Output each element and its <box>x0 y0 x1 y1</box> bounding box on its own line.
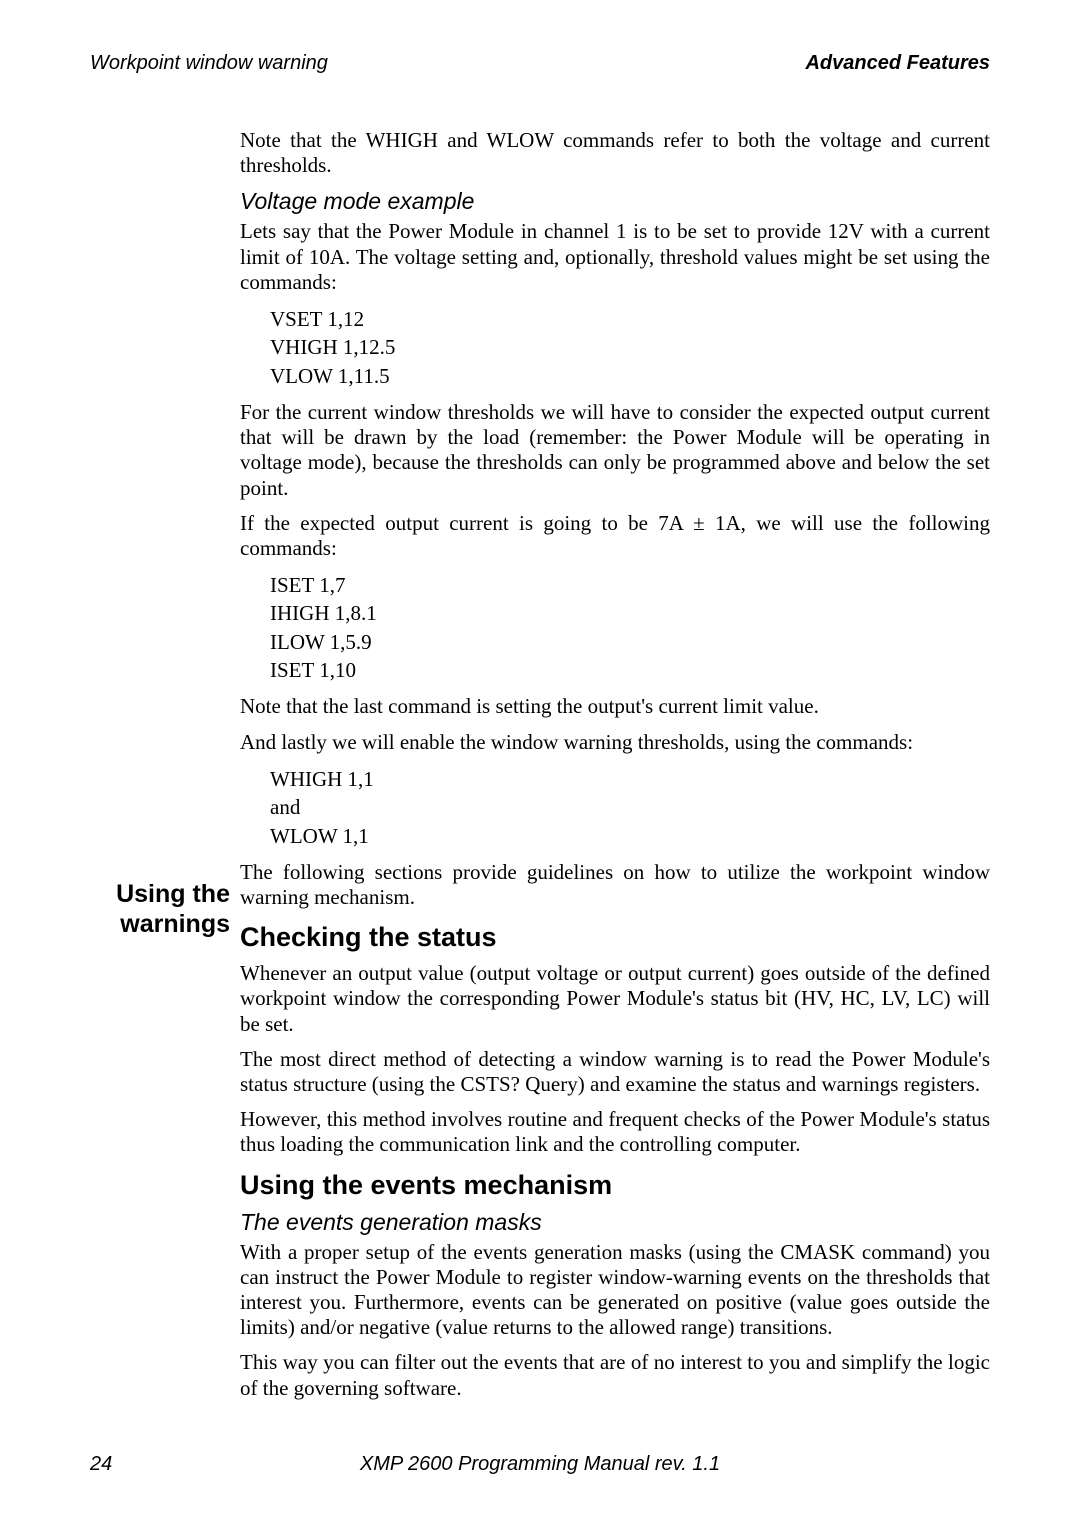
cmd-line: ISET 1,10 <box>270 656 990 684</box>
expected-current-para: If the expected output current is going … <box>240 511 990 561</box>
checking-status-p3: However, this method involves routine an… <box>240 1107 990 1157</box>
window-commands: WHIGH 1,1 and WLOW 1,1 <box>270 765 990 850</box>
cmd-line: ILOW 1,5.9 <box>270 628 990 656</box>
side-heading-line1: Using the <box>90 879 230 909</box>
events-p2: This way you can filter out the events t… <box>240 1350 990 1400</box>
cmd-line: ISET 1,7 <box>270 571 990 599</box>
checking-status-p1: Whenever an output value (output voltage… <box>240 961 990 1037</box>
note-last-command: Note that the last command is setting th… <box>240 694 990 719</box>
cmd-line: VSET 1,12 <box>270 305 990 333</box>
checking-status-heading: Checking the status <box>240 922 990 953</box>
intro-note: Note that the WHIGH and WLOW commands re… <box>240 128 990 178</box>
cmd-line: IHIGH 1,8.1 <box>270 599 990 627</box>
content-column: Note that the WHIGH and WLOW commands re… <box>240 128 990 1411</box>
events-mechanism-heading: Using the events mechanism <box>240 1170 990 1201</box>
cmd-line: VLOW 1,11.5 <box>270 362 990 390</box>
checking-status-p2: The most direct method of detecting a wi… <box>240 1047 990 1097</box>
running-head-right: Advanced Features <box>805 52 990 75</box>
cmd-line: WLOW 1,1 <box>270 822 990 850</box>
running-head-left: Workpoint window warning <box>90 52 328 75</box>
using-warnings-para: The following sections provide guideline… <box>240 860 990 910</box>
cmd-line: VHIGH 1,12.5 <box>270 333 990 361</box>
voltage-example-para: Lets say that the Power Module in channe… <box>240 219 990 295</box>
footer-center-text: XMP 2600 Programming Manual rev. 1.1 <box>0 1453 1080 1476</box>
voltage-example-heading: Voltage mode example <box>240 188 990 215</box>
voltage-commands: VSET 1,12 VHIGH 1,12.5 VLOW 1,11.5 <box>270 305 990 390</box>
side-heading-using-the-warnings: Using the warnings <box>90 879 230 939</box>
lastly-para: And lastly we will enable the window war… <box>240 730 990 755</box>
cmd-line: WHIGH 1,1 <box>270 765 990 793</box>
events-masks-subheading: The events generation masks <box>240 1209 990 1236</box>
current-commands: ISET 1,7 IHIGH 1,8.1 ILOW 1,5.9 ISET 1,1… <box>270 571 990 684</box>
current-thresholds-para: For the current window thresholds we wil… <box>240 400 990 501</box>
page: Workpoint window warning Advanced Featur… <box>0 0 1080 1528</box>
events-p1: With a proper setup of the events genera… <box>240 1240 990 1341</box>
cmd-line: and <box>270 793 990 821</box>
side-heading-line2: warnings <box>90 909 230 939</box>
